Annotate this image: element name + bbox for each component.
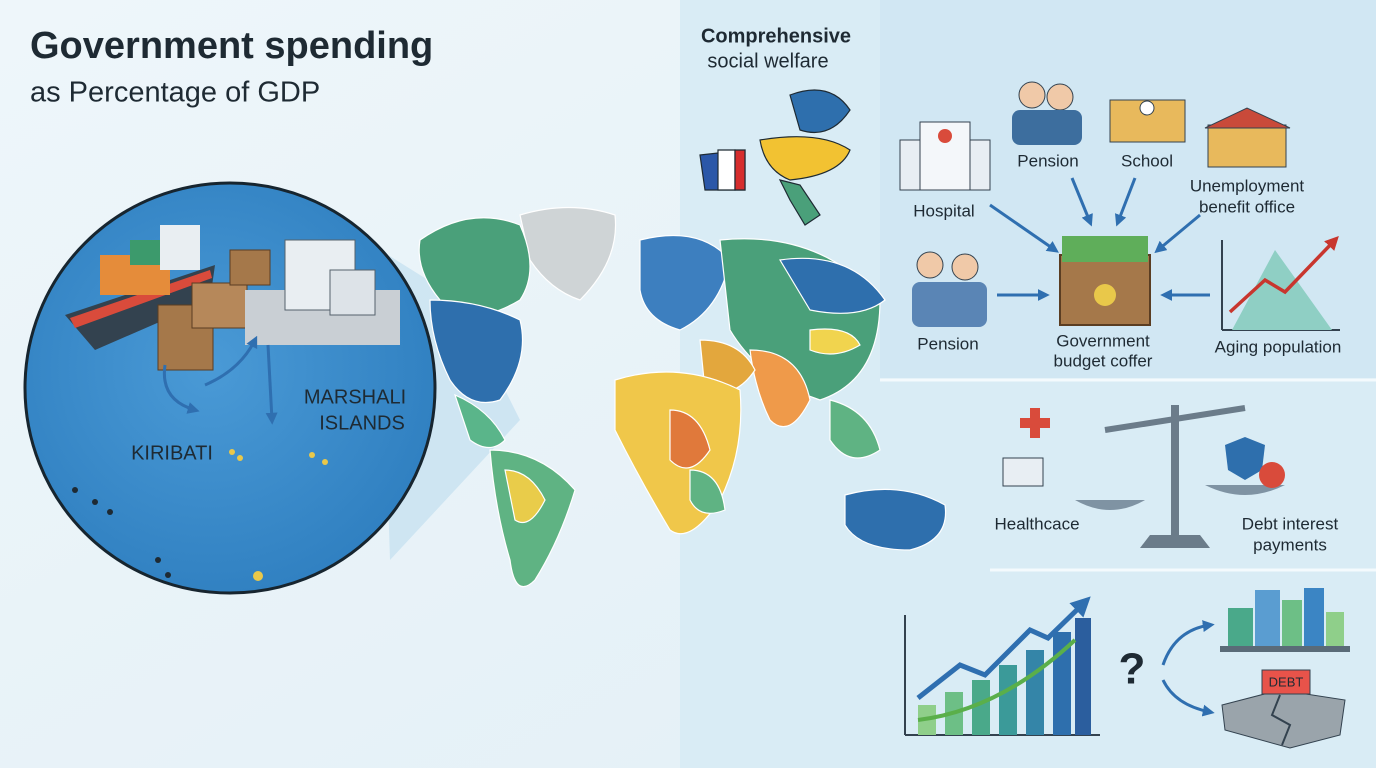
node-label: Aging population <box>1215 337 1342 356</box>
node-label: benefit office <box>1199 197 1295 216</box>
office-icon <box>1204 107 1291 168</box>
node-label: Hospital <box>913 201 974 220</box>
node-label: Pension <box>917 334 978 353</box>
balance-label: Healthcace <box>994 514 1079 533</box>
node-label: School <box>1121 151 1173 170</box>
coffer-icon <box>1059 236 1151 326</box>
title: Government spending <box>30 25 433 67</box>
inset-label: ISLANDS <box>319 412 405 434</box>
debt-sign: DEBT <box>1269 674 1304 689</box>
inset-label: KIRIBATI <box>131 442 213 464</box>
balance-scale <box>1002 405 1285 548</box>
node-label: Unemployment <box>1190 176 1305 195</box>
section-title: social welfare <box>707 50 828 72</box>
atolls <box>72 487 171 578</box>
pension-icon <box>912 251 987 327</box>
world-map <box>418 206 947 588</box>
hospital-icon <box>899 121 991 191</box>
node-label: Government <box>1056 331 1150 350</box>
balance-label: Debt interest <box>1242 514 1339 533</box>
flow-arrow <box>204 335 258 387</box>
flow-arrow <box>1070 177 1093 227</box>
flow-arrow <box>1114 177 1137 227</box>
section-title: Comprehensive <box>701 25 851 47</box>
flow-arrow <box>1161 679 1215 717</box>
pension-icon <box>1012 81 1082 145</box>
europe-map <box>699 89 851 226</box>
flow-arrow <box>1161 620 1215 666</box>
subtitle: as Percentage of GDP <box>30 77 320 109</box>
node-label: Pension <box>1017 151 1078 170</box>
node-label: budget coffer <box>1054 351 1153 370</box>
flow-arrow <box>1154 213 1201 254</box>
city-icon <box>1220 588 1350 652</box>
bank-building <box>245 239 400 345</box>
question-mark: ? <box>1119 645 1146 694</box>
crates <box>157 249 271 371</box>
broken-ground <box>1221 669 1346 749</box>
growth-chart <box>904 596 1100 736</box>
ship <box>65 225 215 350</box>
school-icon <box>1109 99 1186 143</box>
inset-label: MARSHALI <box>304 386 406 408</box>
flow-arrow <box>162 364 200 414</box>
flow-arrow <box>265 344 278 425</box>
islands <box>229 449 328 581</box>
flow-arrow <box>989 203 1059 253</box>
aging-chart <box>1221 235 1340 331</box>
balance-label: payments <box>1253 535 1327 554</box>
